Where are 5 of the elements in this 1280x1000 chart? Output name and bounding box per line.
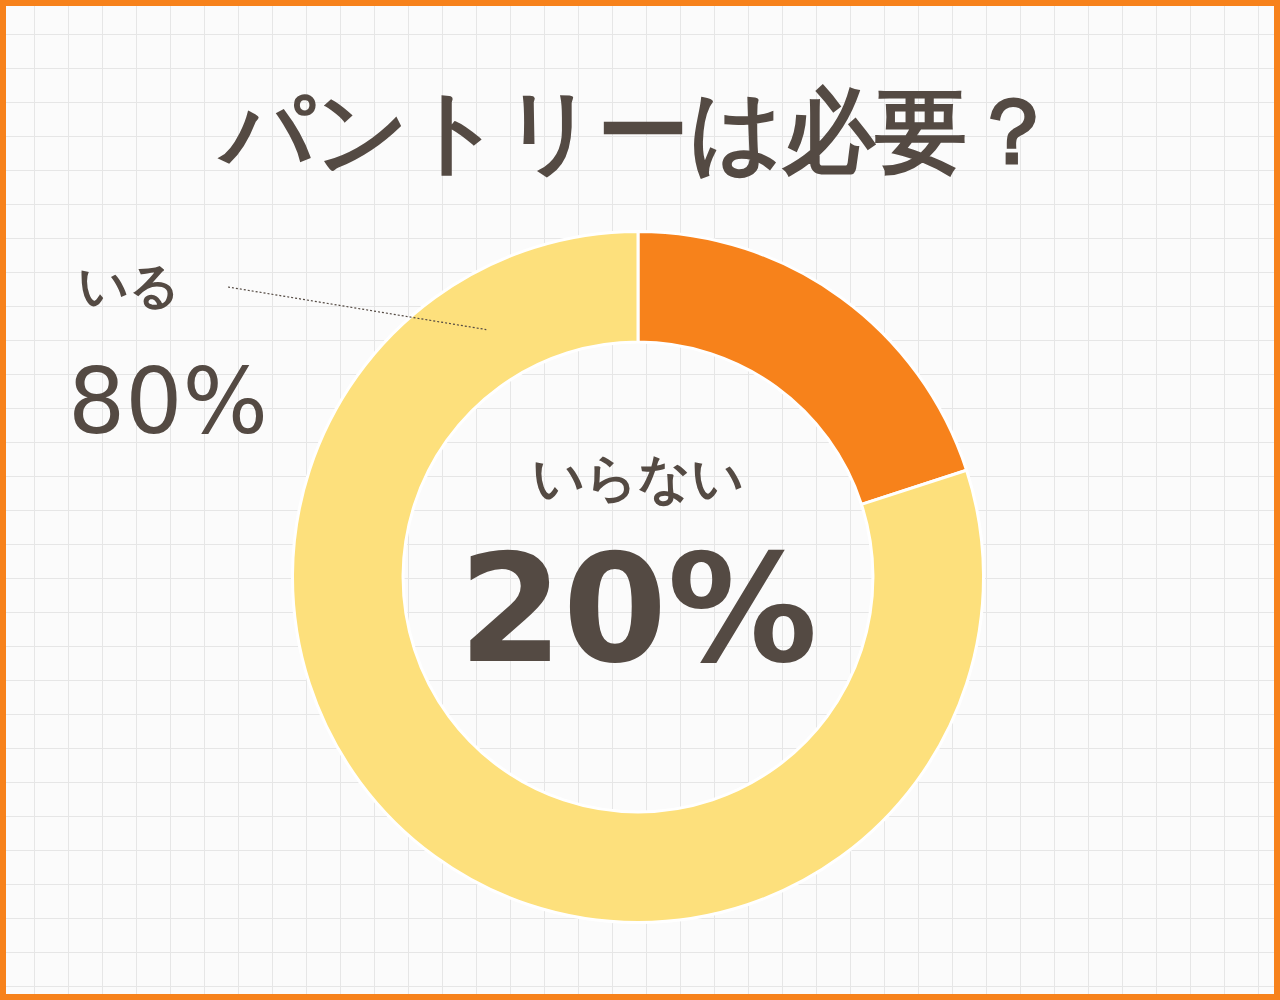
slice-label: いらない [532, 447, 744, 508]
slice-label: いる [78, 256, 180, 315]
data-label: 80% [68, 349, 269, 455]
chart-title: パントリーは必要？ [217, 77, 1060, 187]
data-label: 20% [458, 521, 818, 696]
